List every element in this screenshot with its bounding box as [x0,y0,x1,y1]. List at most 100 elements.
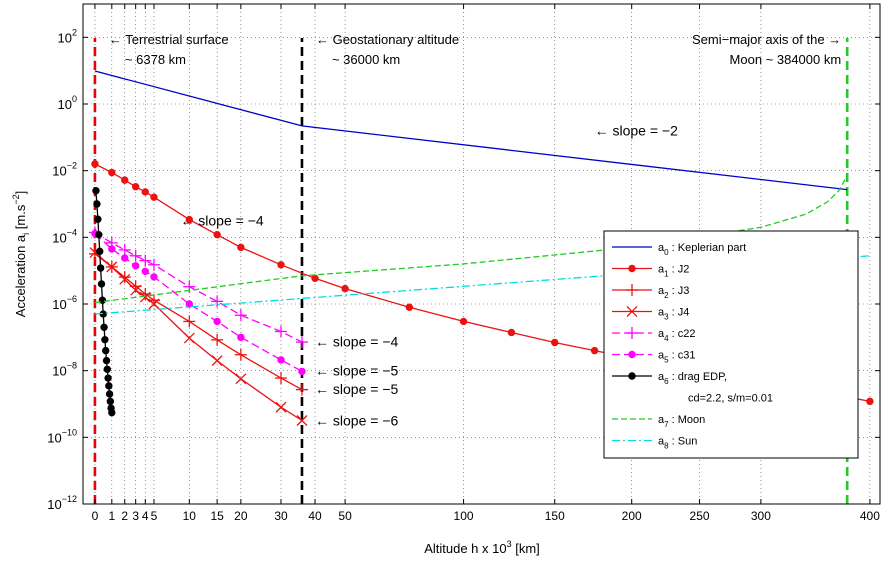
data-point [341,284,349,293]
x-tick-label: 15 [210,509,224,523]
legend-box [603,230,859,459]
data-point [150,273,158,281]
y-tick-label: 10−6 [52,294,77,312]
data-point [102,356,111,365]
legend-item-c22: a4 : c22 [612,327,695,343]
y-axis-label: Acceleration ai [m.s−2] [11,191,31,317]
series-line-moon [94,175,848,304]
vertical-line-label: ← Geostationary altitude [316,32,459,47]
x-tick-label: 10 [183,509,197,523]
x-axis-label: Altitude h x 103 [km] [424,539,540,556]
legend-label: a6 : drag EDP, [658,371,727,386]
data-point [96,247,104,256]
annotations: ← slope = −2 ← slope = −4 ← slope = −4 ← sl… [180,123,678,429]
x-axis-ticks: 0 1 2 3 4 5 10 15 20 30 40 50 100 150 200 250 300 400 [92,4,880,523]
data-point [97,280,106,288]
x-tick-label: 5 [151,509,158,523]
data-point [866,397,874,406]
legend-item-j3: a2 : J3 [612,284,689,300]
data-point [106,261,118,273]
legend-label: a8 : Sun [658,436,697,451]
vertical-line-label: ~ 36000 km [332,52,400,67]
x-tick-label: 1 [108,509,115,523]
x-tick-label: 250 [690,509,710,523]
y-tick-label: 100 [58,94,77,112]
data-point [628,350,636,359]
data-point [96,264,105,272]
legend-label: a7 : Moon [658,414,705,429]
data-point [101,335,109,344]
legend-item-j4: a3 : J4 [612,306,689,322]
data-point [94,215,102,223]
y-tick-label: 10−8 [52,361,77,379]
data-point [296,415,308,426]
data-point [459,317,468,326]
vertical-line-label: Moon ~ 384000 km [730,52,842,67]
data-point [121,176,129,184]
legend-item-sun: a8 : Sun [612,436,697,451]
data-point [551,338,559,347]
slope-annotation: ← slope = −5 [315,363,398,379]
data-point [277,261,285,269]
data-point [100,323,108,331]
x-tick-label: 400 [860,509,880,523]
legend-label: a1 : J2 [658,264,689,279]
data-point [102,346,110,355]
plot-frame [82,3,881,505]
data-point [185,300,193,308]
x-tick-label: 3 [132,509,139,523]
legend-label: a4 : c22 [658,328,695,343]
legend-label: a2 : J3 [658,285,689,300]
data-point [211,355,223,367]
data-point [185,215,193,224]
data-point [237,333,245,342]
data-point [275,401,287,413]
data-point [91,160,99,168]
vertical-line-label: ← Terrestrial surface [109,32,229,47]
legend-item-c31: a5 : c31 [612,350,695,365]
x-tick-label: 20 [234,509,248,523]
data-point [104,374,112,382]
vertical-line-label: ~ 6378 km [125,52,186,67]
x-tick-label: 150 [545,509,565,523]
data-point [628,264,636,273]
data-point [108,408,116,417]
data-point [311,274,319,283]
y-tick-label: 10−10 [47,427,77,445]
data-point [105,382,113,390]
slope-annotation: ← slope = −6 [315,412,398,428]
data-point [131,183,140,191]
legend-label: a3 : J4 [658,307,689,322]
x-tick-label: 100 [454,509,474,523]
legend-item-j2: a1 : J2 [612,264,689,279]
y-tick-label: 102 [58,27,77,45]
data-point [141,267,149,276]
data-point [183,332,195,344]
data-point [298,367,306,376]
data-point [150,193,158,201]
data-point [106,397,115,406]
x-tick-label: 4 [142,509,149,523]
vertical-line-label: Semi−major axis of the → [692,32,841,47]
series-j4 [89,247,308,426]
data-point [277,356,285,364]
data-point [141,188,149,196]
legend-label: a0 : Keplerian part [658,242,746,257]
legend: a0 : Keplerian part a1 : J2 a2 : J3 a3 : J4… [603,230,859,459]
slope-annotation: ← slope = −5 [315,381,398,397]
x-tick-label: 50 [338,509,352,523]
slope-annotation: ← slope = −2 [595,123,678,139]
y-axis-ticks: 10−12 10−10 10−8 10−6 10−4 10−2 100 102 [47,27,880,512]
data-point [405,303,414,311]
legend-item-drag-edp: a6 : drag EDP, cd=2.2, s/m=0.01 [612,371,773,405]
data-point [131,262,140,270]
data-point [92,187,100,195]
data-point [93,200,101,208]
data-point [121,254,129,262]
data-point [213,230,221,239]
data-point [237,243,245,252]
data-point [108,245,116,253]
data-point [130,284,142,296]
series-c22 [88,226,308,349]
data-point [148,298,160,310]
